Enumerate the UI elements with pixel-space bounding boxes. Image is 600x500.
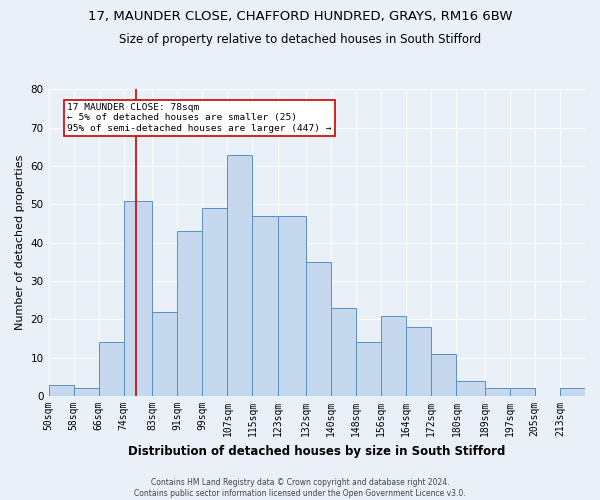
Y-axis label: Number of detached properties: Number of detached properties — [15, 155, 25, 330]
Bar — [510, 388, 535, 396]
Bar — [74, 388, 99, 396]
Bar — [152, 312, 177, 396]
Bar — [124, 200, 152, 396]
Bar — [485, 388, 510, 396]
X-axis label: Distribution of detached houses by size in South Stifford: Distribution of detached houses by size … — [128, 444, 505, 458]
Bar — [177, 232, 202, 396]
Text: Size of property relative to detached houses in South Stifford: Size of property relative to detached ho… — [119, 32, 481, 46]
Bar — [278, 216, 306, 396]
Bar — [49, 384, 74, 396]
Bar — [457, 380, 485, 396]
Bar — [560, 388, 585, 396]
Text: 17, MAUNDER CLOSE, CHAFFORD HUNDRED, GRAYS, RM16 6BW: 17, MAUNDER CLOSE, CHAFFORD HUNDRED, GRA… — [88, 10, 512, 23]
Bar — [356, 342, 381, 396]
Bar — [306, 262, 331, 396]
Text: Contains HM Land Registry data © Crown copyright and database right 2024.
Contai: Contains HM Land Registry data © Crown c… — [134, 478, 466, 498]
Bar — [381, 316, 406, 396]
Bar — [331, 308, 356, 396]
Text: 17 MAUNDER CLOSE: 78sqm
← 5% of detached houses are smaller (25)
95% of semi-det: 17 MAUNDER CLOSE: 78sqm ← 5% of detached… — [67, 103, 332, 132]
Bar — [202, 208, 227, 396]
Bar — [99, 342, 124, 396]
Bar — [253, 216, 278, 396]
Bar — [406, 327, 431, 396]
Bar — [431, 354, 457, 396]
Bar — [227, 154, 253, 396]
